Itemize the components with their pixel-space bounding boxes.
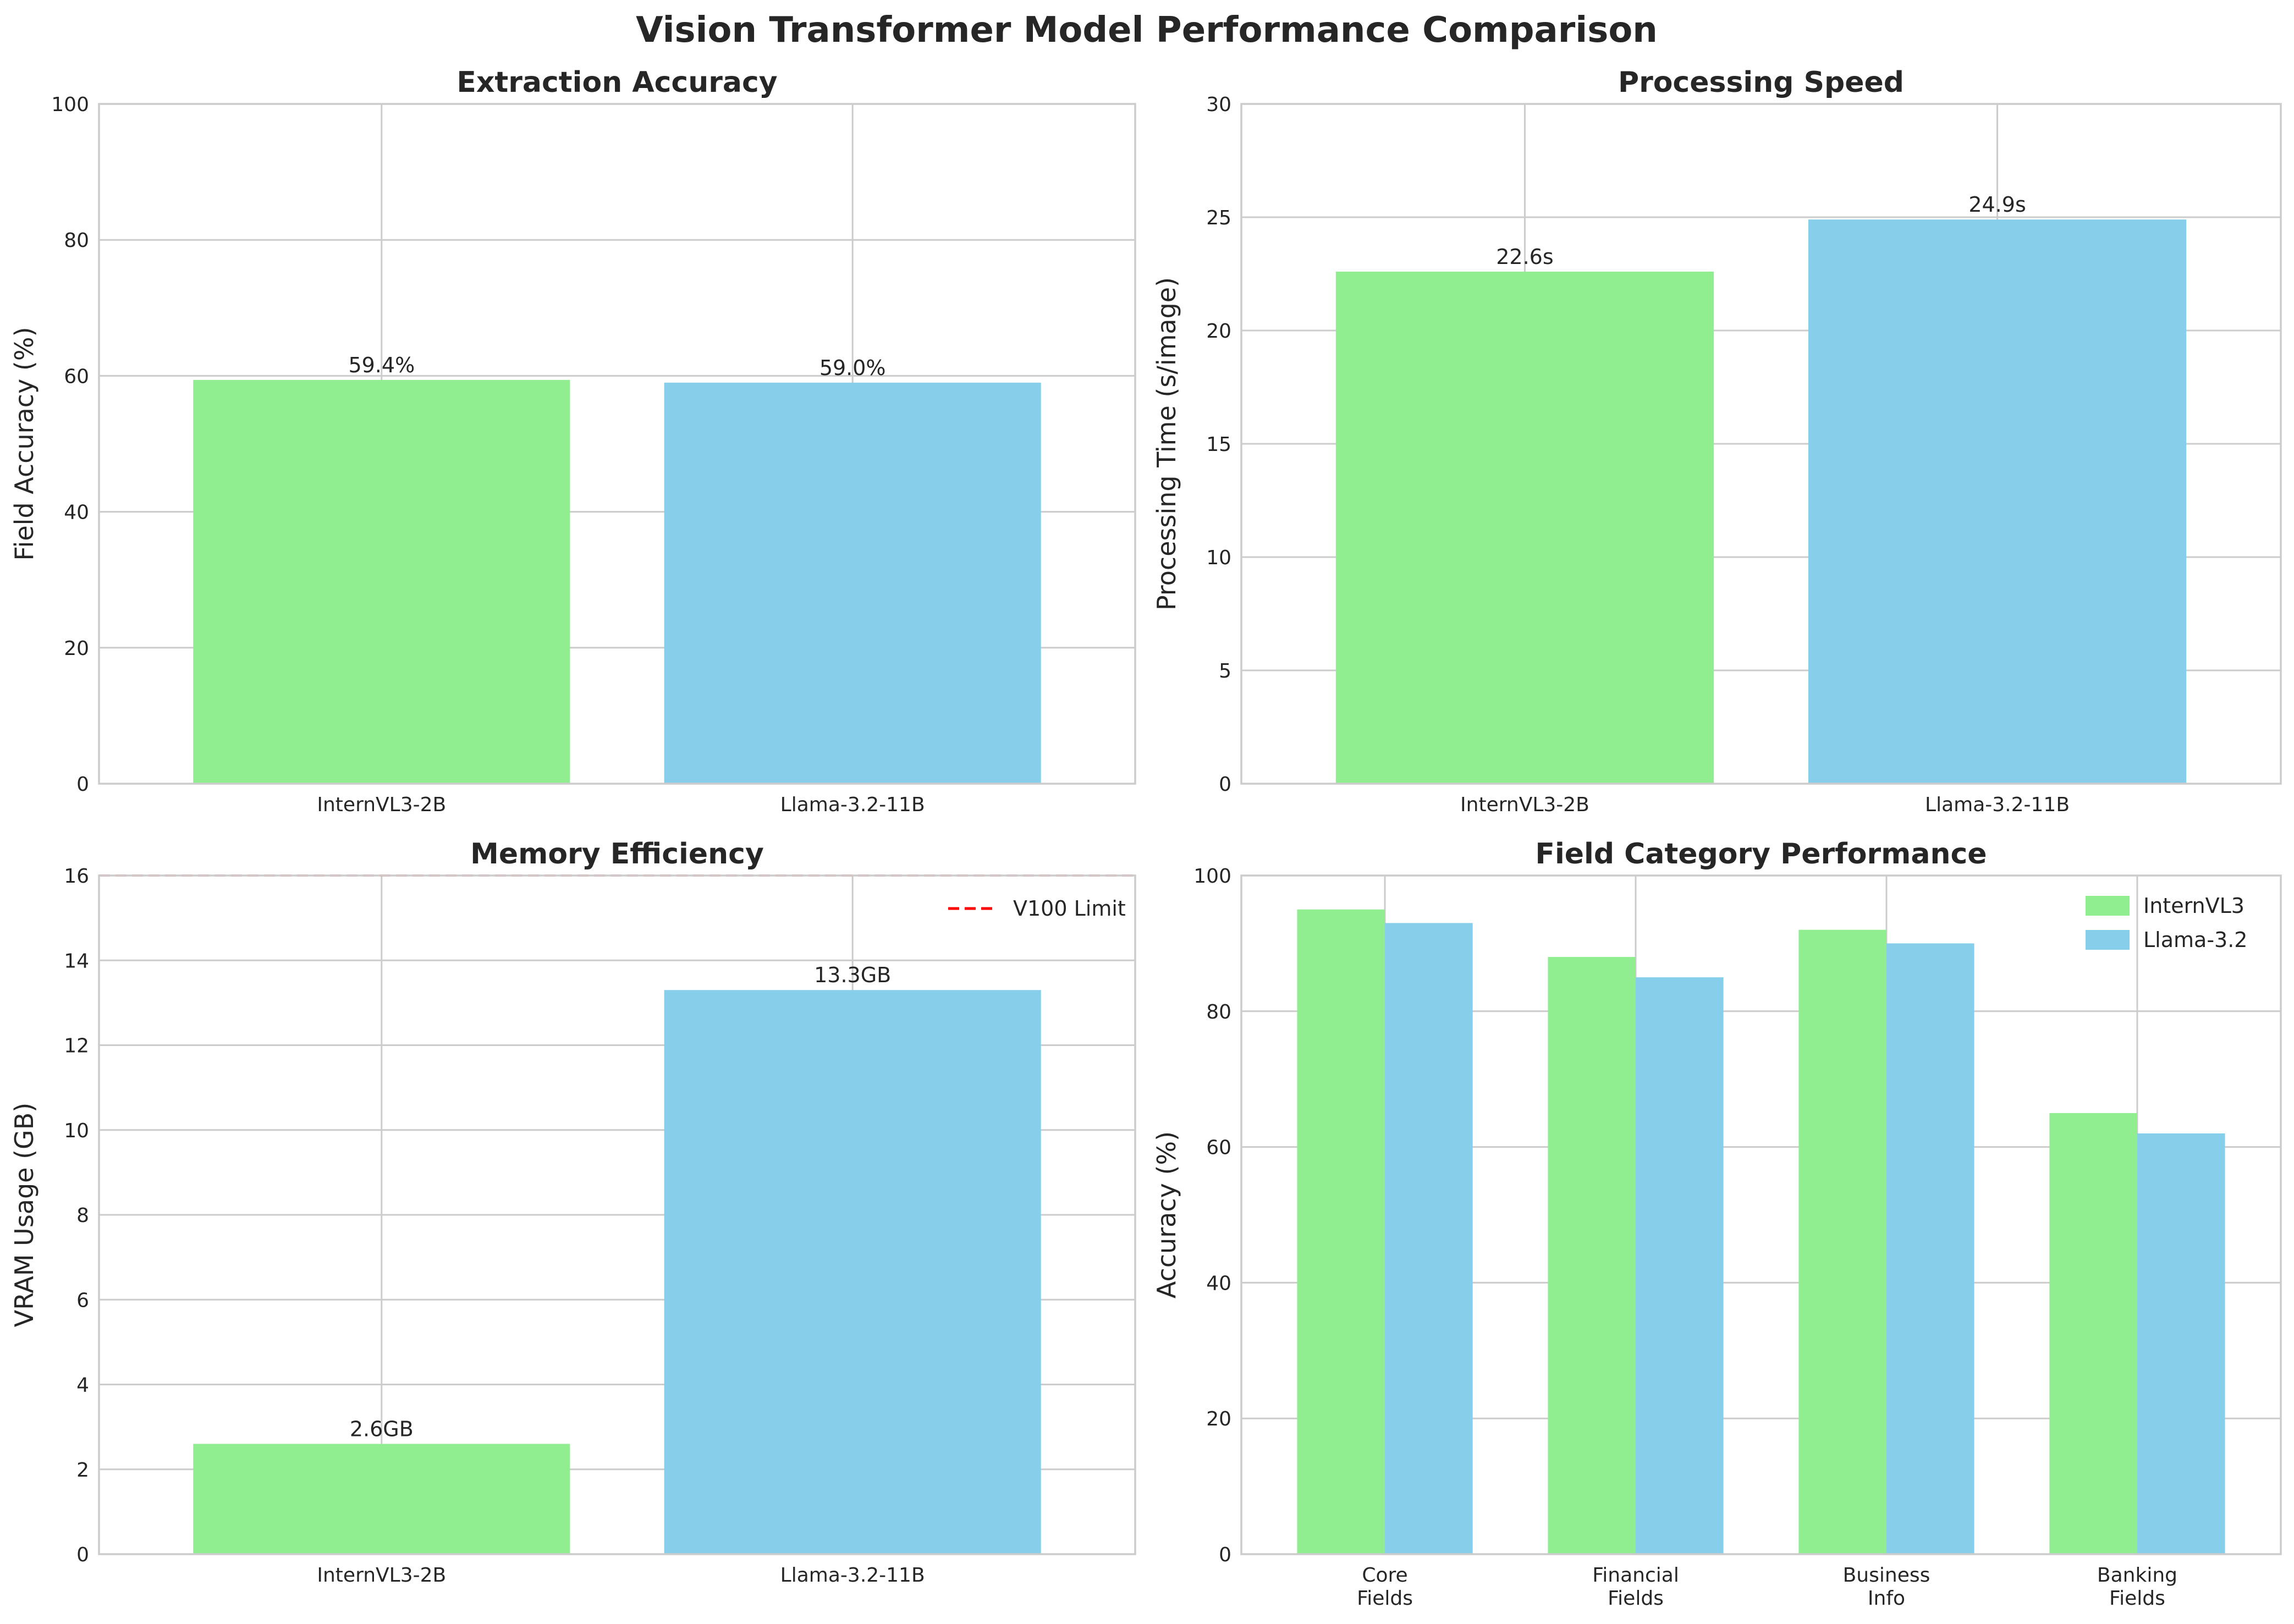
y-tick-label: 30 (1206, 93, 1231, 116)
y-tick-label: 4 (76, 1374, 89, 1397)
bar-llama-3-2-11b (1808, 219, 2187, 784)
y-tick-label: 20 (1206, 1408, 1231, 1430)
y-tick-label: 0 (1219, 773, 1231, 796)
y-tick-label: 14 (64, 950, 89, 972)
data-label: 13.3GB (814, 963, 891, 987)
data-label: 59.0% (819, 356, 886, 380)
data-label: 24.9s (1968, 192, 2026, 217)
data-label: 59.4% (348, 353, 415, 377)
bar-internvl3-3 (1798, 929, 1886, 1554)
bar-llama-3-2-11b (664, 990, 1041, 1554)
y-tick-label: 0 (76, 773, 89, 796)
y-tick-label: 12 (64, 1035, 89, 1058)
chart-panel-1: 0 20 40 60 80 100 59.4% 59.0% InternVL3-2B Llama-… (9, 66, 1136, 816)
x-tick-label: Llama-3.2-11B (780, 794, 925, 816)
bar-internvl3-2 (1548, 957, 1636, 1554)
x-tick-label: Llama-3.2-11B (780, 1564, 925, 1587)
y-tick-label: 5 (1219, 660, 1231, 682)
panel-title: Processing Speed (1618, 66, 1904, 99)
x-tick-label: InternVL3-2B (1460, 794, 1589, 816)
legend-label: InternVL3 (2143, 894, 2245, 918)
bar-llama-3-2-3 (1886, 943, 1974, 1554)
x-tick-label: Core Fields (1357, 1564, 1413, 1610)
y-tick-label: 80 (1206, 1001, 1231, 1023)
bar-llama-3-2-1 (1385, 923, 1473, 1554)
y-axis-label: VRAM Usage (GB) (9, 1103, 39, 1327)
bar-internvl3-2b (193, 379, 570, 784)
axes-frame (1240, 874, 2282, 1555)
y-tick-label: 2 (76, 1459, 89, 1482)
y-tick-label: 60 (64, 365, 89, 388)
chart-panel-3: 0 2 4 6 8 10 12 14 16 2.6GB 13.3GB InternVL3-2B Llam… (9, 838, 1136, 1587)
y-axis-label: Field Accuracy (%) (9, 327, 39, 560)
y-tick-label: 0 (76, 1544, 89, 1566)
axes-frame (98, 874, 1136, 1555)
legend-swatch (2086, 896, 2130, 916)
panel-title: Extraction Accuracy (456, 66, 777, 99)
y-tick-label: 10 (1206, 547, 1231, 569)
y-tick-label: 80 (64, 229, 89, 252)
y-axis-label: Accuracy (%) (1152, 1131, 1181, 1298)
y-tick-label: 20 (64, 637, 89, 660)
panel-title: Field Category Performance (1535, 838, 1987, 871)
x-tick-label: Business Info (1843, 1564, 1930, 1610)
y-tick-label: 0 (1219, 1544, 1231, 1566)
y-tick-label: 40 (1206, 1272, 1231, 1295)
y-tick-label: 60 (1206, 1137, 1231, 1159)
axes-frame (1240, 103, 2282, 785)
x-tick-label: InternVL3-2B (317, 1564, 446, 1587)
bar-llama-3-2-4 (2137, 1133, 2225, 1554)
y-tick-label: 15 (1206, 433, 1231, 456)
y-tick-label: 40 (64, 502, 89, 524)
y-tick-label: 100 (1193, 865, 1231, 888)
y-tick-label: 25 (1206, 207, 1231, 229)
y-tick-label: 6 (76, 1289, 89, 1312)
x-tick-label: Financial Fields (1592, 1564, 1679, 1610)
bar-llama-3-2-11b (664, 382, 1041, 784)
y-tick-label: 16 (64, 865, 89, 888)
data-label: 22.6s (1496, 245, 1553, 269)
figure-title: Vision Transformer Model Performance Com… (636, 10, 1658, 51)
x-tick-label: InternVL3-2B (317, 794, 446, 816)
bar-internvl3-2b (1335, 271, 1714, 784)
legend-label: Llama-3.2 (2143, 928, 2247, 952)
axes-frame (98, 103, 1136, 785)
y-tick-label: 10 (64, 1120, 89, 1142)
x-tick-label: Banking Fields (2097, 1564, 2177, 1610)
y-tick-label: 100 (51, 93, 89, 116)
legend-label: V100 Limit (1013, 896, 1126, 921)
bar-internvl3-2b (193, 1444, 570, 1554)
chart-panel-2: 0 5 10 15 20 25 30 22.6s 24.9s InternVL3-2B Llama-… (1152, 66, 2282, 816)
chart-panel-4: 0 20 40 60 80 100 Core Fields Financial Fields Bus… (1152, 838, 2282, 1610)
bar-internvl3-1 (1297, 909, 1385, 1554)
bar-internvl3-4 (2049, 1113, 2137, 1554)
legend-swatch (2086, 930, 2130, 950)
y-tick-label: 8 (76, 1204, 89, 1227)
panel-title: Memory Efficiency (470, 838, 764, 871)
bar-llama-3-2-2 (1636, 977, 1724, 1554)
data-label: 2.6GB (350, 1417, 414, 1441)
y-tick-label: 20 (1206, 320, 1231, 343)
y-axis-label: Processing Time (s/image) (1152, 277, 1181, 610)
x-tick-label: Llama-3.2-11B (1925, 794, 2070, 816)
